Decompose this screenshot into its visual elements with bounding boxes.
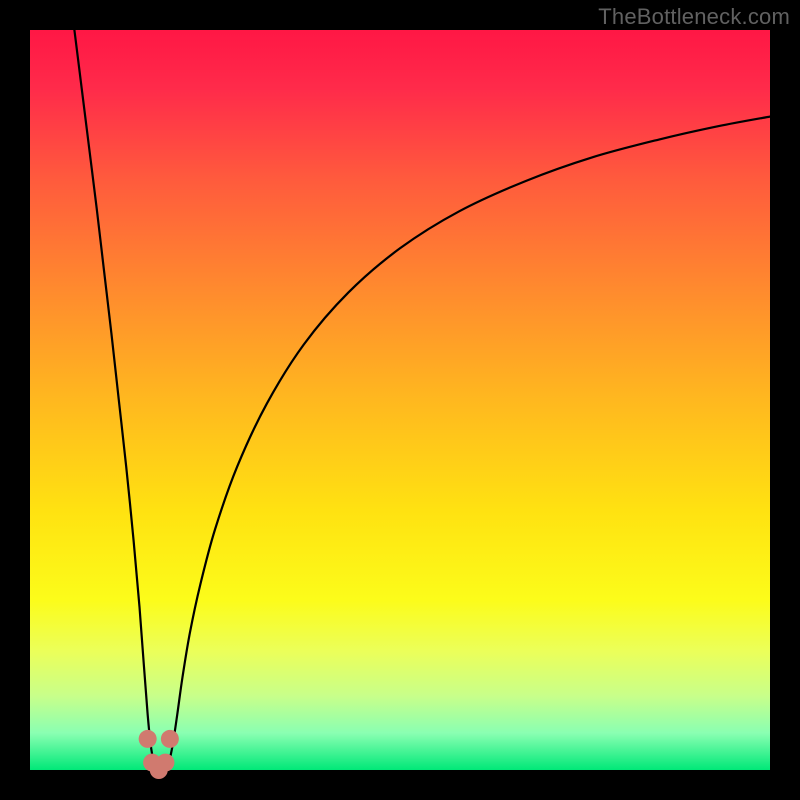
curve-marker <box>161 730 179 748</box>
watermark-text: TheBottleneck.com <box>598 4 790 30</box>
curve-marker <box>156 754 174 772</box>
chart-container: TheBottleneck.com <box>0 0 800 800</box>
plot-background <box>30 30 770 770</box>
curve-marker <box>139 730 157 748</box>
chart-svg <box>0 0 800 800</box>
